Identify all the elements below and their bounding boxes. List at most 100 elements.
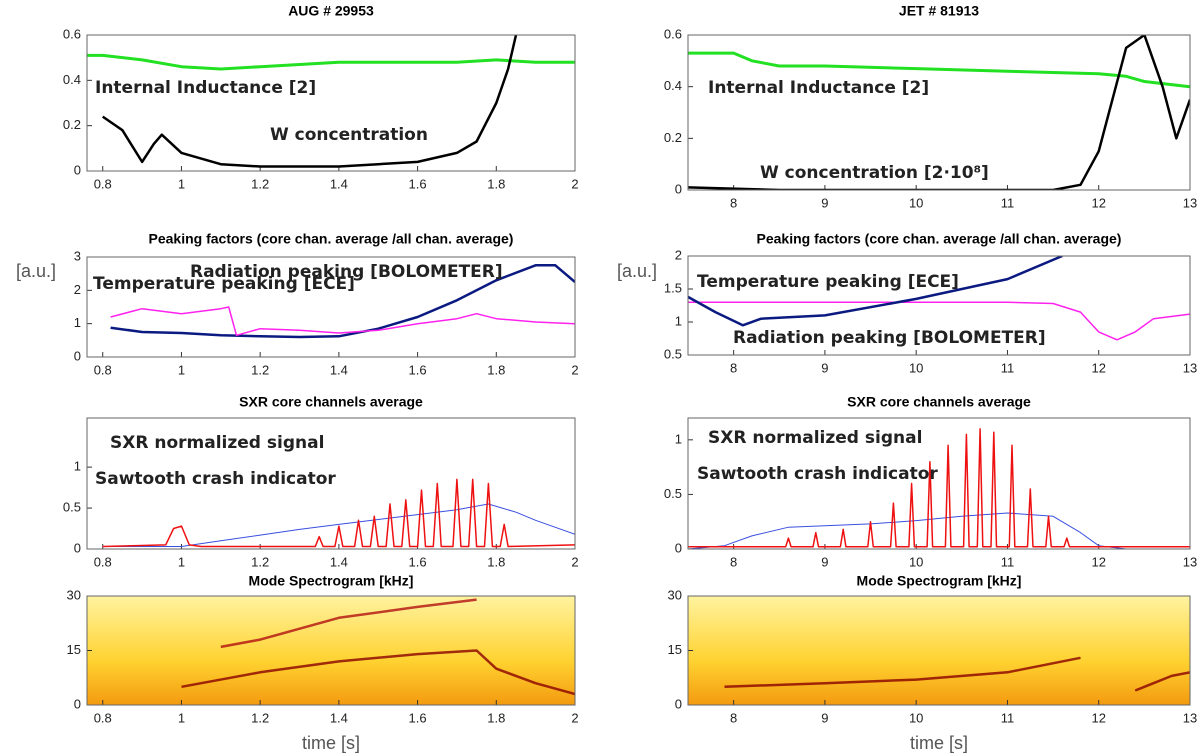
y-tick-label: 1 [675, 313, 682, 328]
series-label: Internal Inductance [2] [708, 78, 929, 98]
axes-frame [86, 256, 576, 358]
panel-title: AUG # 29953 [288, 3, 374, 19]
series-line [688, 256, 1063, 327]
y-tick-label: 0 [675, 696, 682, 711]
y-tick-label: 0 [74, 348, 81, 363]
plot-area [87, 35, 575, 171]
series-label: Radiation peaking [BOLOMETER] [733, 328, 1046, 348]
axes-frame [687, 34, 1191, 191]
axes-frame [86, 417, 576, 550]
x-tick-label: 1.2 [251, 176, 269, 191]
series-line [688, 35, 1190, 190]
panel-title: Mode Spectrogram [kHz] [249, 573, 414, 589]
x-axis-label: time [s] [910, 733, 968, 753]
series-label: SXR normalized signal [110, 433, 324, 453]
axes-frame [687, 417, 1191, 550]
x-tick-label: 13 [1183, 554, 1197, 569]
series-line [102, 503, 575, 547]
x-tick-label: 9 [821, 195, 828, 210]
y-tick-label: 3 [74, 248, 81, 263]
x-tick-label: 1.4 [330, 176, 348, 191]
x-tick-label: 13 [1183, 360, 1197, 375]
x-tick-label: 1.4 [330, 554, 348, 569]
x-tick-label: 10 [909, 710, 923, 725]
x-tick-label: 1.2 [251, 710, 269, 725]
x-tick-label: 2 [571, 362, 578, 377]
series-line [688, 51, 1190, 89]
x-tick-label: 12 [1091, 710, 1105, 725]
x-tick-label: 1.8 [487, 554, 505, 569]
x-tick-label: 1.2 [251, 554, 269, 569]
panel-title: Peaking factors (core chan. average /all… [757, 231, 1122, 247]
x-tick-label: 1.6 [409, 710, 427, 725]
series-label: Sawtooth crash indicator [697, 464, 938, 484]
y-tick-label: 0.6 [664, 26, 682, 41]
series-line [101, 35, 518, 168]
y-tick-label: 0 [74, 162, 81, 177]
x-tick-label: 1 [178, 554, 185, 569]
series-line [181, 649, 575, 696]
x-tick-label: 2 [571, 176, 578, 191]
x-axis-label: time [s] [302, 733, 360, 753]
panel-title: JET # 81913 [899, 3, 979, 19]
panel: SXR core channels average 8 9 10 11 12 13 0 0.5 1… [664, 394, 1197, 570]
x-tick-label: 2 [571, 554, 578, 569]
y-tick-label: 2 [74, 282, 81, 297]
panel-title: Peaking factors (core chan. average /all… [149, 231, 514, 247]
x-tick-label: 1.4 [330, 710, 348, 725]
x-tick-label: 1.6 [409, 554, 427, 569]
y-tick-label: 15 [67, 642, 81, 657]
y-axis-label: [a.u.] [16, 261, 56, 281]
x-tick-label: 10 [909, 360, 923, 375]
axes-frame [86, 595, 576, 706]
x-tick-label: 11 [1001, 195, 1015, 210]
series-line [220, 598, 477, 649]
x-tick-label: 1.4 [330, 362, 348, 377]
plot-area [688, 418, 1190, 549]
x-tick-label: 11 [1001, 554, 1015, 569]
series-label: Internal Inductance [2] [95, 78, 316, 98]
plot-area [688, 35, 1190, 190]
x-tick-label: 0.8 [94, 176, 112, 191]
y-tick-label: 0.5 [63, 500, 81, 515]
series-line [724, 656, 1081, 689]
plot-area [87, 257, 575, 357]
panel: Peaking factors (core chan. average /all… [16, 231, 579, 378]
y-tick-label: 0 [74, 696, 81, 711]
x-tick-label: 11 [1001, 360, 1015, 375]
x-tick-label: 8 [730, 554, 737, 569]
panel-title: Mode Spectrogram [kHz] [857, 573, 1022, 589]
x-tick-label: 0.8 [94, 554, 112, 569]
plot-area [87, 418, 575, 549]
series-line [87, 53, 575, 71]
x-tick-label: 10 [909, 554, 923, 569]
series-label: W concentration [270, 125, 428, 145]
x-tick-label: 9 [821, 360, 828, 375]
panel: Mode Spectrogram [kHz] 8 9 10 11 12 13 0 15 30 tim… [668, 573, 1198, 753]
y-tick-label: 15 [668, 642, 682, 657]
series-line [688, 428, 1190, 548]
y-tick-label: 0 [675, 181, 682, 196]
series-line [110, 306, 575, 337]
series-label: SXR normalized signal [708, 428, 922, 448]
y-tick-label: 0.4 [664, 78, 682, 93]
panel: SXR core channels average 0.8 1 1.2 1.4 1.6 1.… [63, 394, 579, 570]
series-label: Temperature peaking [ECE] [697, 272, 959, 292]
series-label: Radiation peaking [BOLOMETER] [190, 262, 503, 282]
x-tick-label: 12 [1091, 554, 1105, 569]
y-tick-label: 1.5 [664, 280, 682, 295]
y-tick-label: 1 [74, 459, 81, 474]
panel-title: SXR core channels average [847, 394, 1031, 410]
x-tick-label: 1.8 [487, 710, 505, 725]
x-tick-label: 1 [178, 176, 185, 191]
series-line [688, 301, 1190, 341]
x-tick-label: 1.2 [251, 362, 269, 377]
spectrogram-background [688, 596, 1190, 705]
series-label: Temperature peaking [ECE] [93, 274, 355, 294]
panel-title: SXR core channels average [239, 394, 423, 410]
x-tick-label: 1.8 [487, 362, 505, 377]
panel: Mode Spectrogram [kHz] 0.8 1 1.2 1.4 1.6 1.8 2 0… [67, 573, 579, 753]
series-line [688, 512, 1190, 549]
x-tick-label: 9 [821, 554, 828, 569]
